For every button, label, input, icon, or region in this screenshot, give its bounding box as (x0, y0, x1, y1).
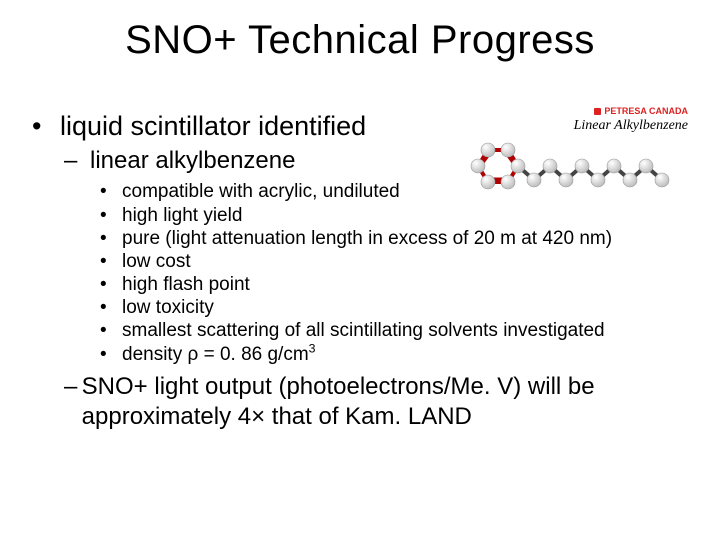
density-exp: 3 (309, 341, 316, 355)
bullet-mark: • (28, 110, 60, 142)
bullet-l3: • pure (light attenuation length in exce… (100, 227, 700, 250)
bullet-l2-text: SNO+ light output (photoelectrons/Me. V)… (82, 372, 700, 432)
bullet-l3: • low cost (100, 250, 700, 273)
bullet-l1-text: liquid scintillator identified (60, 110, 366, 142)
brand-dot-icon (594, 108, 601, 115)
bullet-l3-text: smallest scattering of all scintillating… (122, 319, 605, 342)
bullet-l2-text: linear alkylbenzene (90, 146, 295, 176)
bullet-l3-text: low toxicity (122, 296, 214, 319)
bullet-mark: • (100, 343, 122, 366)
bullet-mark: • (100, 273, 122, 296)
brand-text: PETRESA CANADA (604, 106, 688, 116)
bullet-l3-text: pure (light attenuation length in excess… (122, 227, 612, 250)
bullet-mark: • (100, 227, 122, 250)
bullet-l3: • low toxicity (100, 296, 700, 319)
bullet-l3: • smallest scattering of all scintillati… (100, 319, 700, 342)
bullet-mark: • (100, 180, 122, 203)
molecule-label: Linear Alkylbenzene (574, 118, 688, 134)
bullet-l3-text: compatible with acrylic, undiluted (122, 180, 400, 203)
bullet-l3-text: density ρ = 0. 86 g/cm3 (122, 343, 316, 366)
bullet-l2: – SNO+ light output (photoelectrons/Me. … (64, 372, 700, 432)
brand-label: PETRESA CANADA (594, 106, 688, 116)
bullet-mark: – (64, 146, 90, 176)
bullet-mark: • (100, 250, 122, 273)
density-text: density ρ = 0. 86 g/cm (122, 344, 309, 365)
slide-title: SNO+ Technical Progress (0, 18, 720, 63)
bullet-mark: – (64, 372, 82, 402)
bullet-l3: • density ρ = 0. 86 g/cm3 (100, 343, 700, 366)
bullet-l3-text: high flash point (122, 273, 250, 296)
bullet-l3-text: high light yield (122, 204, 242, 227)
molecule-figure: PETRESA CANADA Linear Alkylbenzene (460, 106, 690, 216)
bullet-l3-text: low cost (122, 250, 191, 273)
bullet-mark: • (100, 204, 122, 227)
bullet-l3: • high flash point (100, 273, 700, 296)
bullet-mark: • (100, 296, 122, 319)
bullet-mark: • (100, 319, 122, 342)
